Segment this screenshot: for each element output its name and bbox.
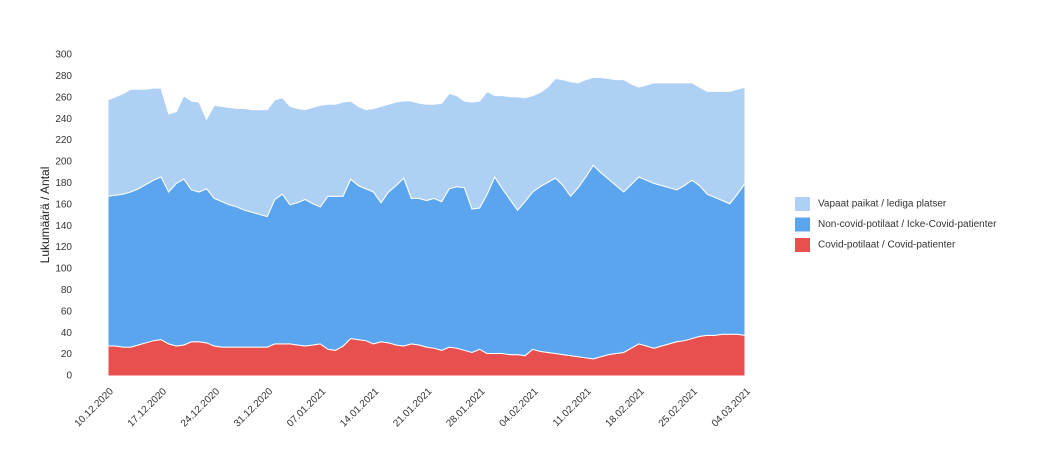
x-tick-label: 24.12.2020 xyxy=(179,386,222,429)
x-tick-label: 18.02.2021 xyxy=(604,386,647,429)
y-tick-label: 140 xyxy=(55,221,72,232)
legend-swatch xyxy=(795,217,810,232)
legend-swatch xyxy=(795,197,810,211)
y-tick-label: 120 xyxy=(55,242,72,253)
legend-label: Covid-potilaat / Covid-patienter xyxy=(818,240,956,251)
x-tick-label: 28.01.2021 xyxy=(444,386,487,429)
y-tick-label: 180 xyxy=(55,178,72,189)
y-tick-label: 200 xyxy=(55,157,72,168)
legend-label: Non-covid-potilaat / Icke-Covid-patiente… xyxy=(818,219,997,230)
x-tick-label: 21.01.2021 xyxy=(391,386,434,429)
x-tick-label: 14.01.2021 xyxy=(338,386,381,429)
y-tick-label: 40 xyxy=(61,328,73,339)
y-tick-label: 240 xyxy=(55,114,72,125)
legend-swatch xyxy=(795,238,810,252)
x-tick-label: 07.01.2021 xyxy=(285,386,328,429)
y-tick-label: 300 xyxy=(55,50,72,61)
x-tick-label: 17.12.2020 xyxy=(126,386,169,429)
x-tick-label: 25.02.2021 xyxy=(657,386,700,429)
legend-label: Vapaat paikat / lediga platser xyxy=(818,199,947,210)
y-tick-label: 20 xyxy=(61,349,73,360)
x-tick-label: 04.02.2021 xyxy=(497,386,540,429)
y-tick-label: 80 xyxy=(61,285,73,296)
area xyxy=(107,76,746,218)
x-tick-label: 10.12.2020 xyxy=(73,386,116,429)
x-tick-label: 04.03.2021 xyxy=(710,386,753,429)
x-tick-label: 31.12.2020 xyxy=(232,386,275,429)
y-tick-label: 220 xyxy=(55,135,72,146)
y-tick-label: 160 xyxy=(55,199,72,210)
y-axis-label: Lukumäärä / Antal xyxy=(38,167,52,264)
y-tick-label: 0 xyxy=(66,371,72,382)
x-tick-label: 11.02.2021 xyxy=(551,386,594,429)
y-tick-label: 260 xyxy=(55,92,72,103)
y-tick-label: 280 xyxy=(55,71,72,82)
y-tick-label: 60 xyxy=(61,306,73,317)
y-tick-label: 100 xyxy=(55,264,72,275)
